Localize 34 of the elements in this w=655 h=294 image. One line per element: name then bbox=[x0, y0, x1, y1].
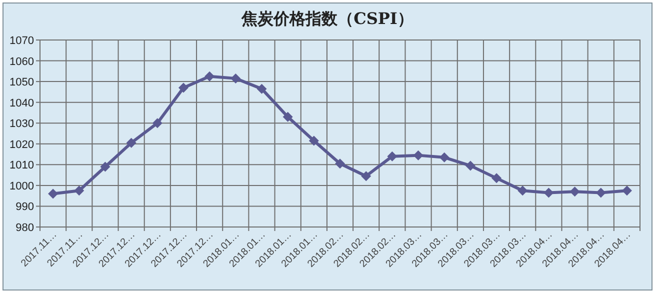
point bbox=[544, 188, 554, 198]
y-tick-label: 1070 bbox=[10, 35, 34, 47]
point bbox=[308, 136, 319, 146]
y-tick-label: 980 bbox=[16, 222, 34, 234]
point bbox=[256, 84, 267, 94]
point bbox=[48, 188, 58, 199]
point bbox=[387, 151, 398, 162]
y-tick-label: 1040 bbox=[10, 97, 34, 110]
y-tick-label: 1030 bbox=[10, 118, 34, 130]
point bbox=[413, 150, 424, 160]
chart-title: 焦炭价格指数（CSPI） bbox=[240, 9, 414, 28]
point bbox=[465, 160, 476, 171]
point bbox=[492, 173, 502, 184]
point bbox=[178, 82, 188, 93]
point bbox=[361, 171, 372, 182]
y-tick-label: 1010 bbox=[10, 160, 34, 172]
point bbox=[596, 188, 606, 198]
y-tick-label: 1020 bbox=[10, 138, 34, 151]
point bbox=[335, 158, 345, 169]
point bbox=[570, 186, 580, 197]
point bbox=[439, 152, 450, 162]
point bbox=[622, 186, 632, 196]
y-tick-label: 1000 bbox=[10, 180, 34, 192]
point bbox=[204, 71, 215, 82]
point bbox=[74, 186, 84, 196]
point bbox=[100, 162, 110, 172]
y-tick-label: 1060 bbox=[10, 56, 34, 68]
point bbox=[282, 112, 293, 122]
point bbox=[230, 73, 241, 84]
point bbox=[152, 118, 162, 128]
point bbox=[126, 138, 136, 148]
y-tick-label: 990 bbox=[16, 201, 34, 214]
y-tick-label: 1050 bbox=[10, 76, 34, 89]
point bbox=[518, 186, 528, 196]
